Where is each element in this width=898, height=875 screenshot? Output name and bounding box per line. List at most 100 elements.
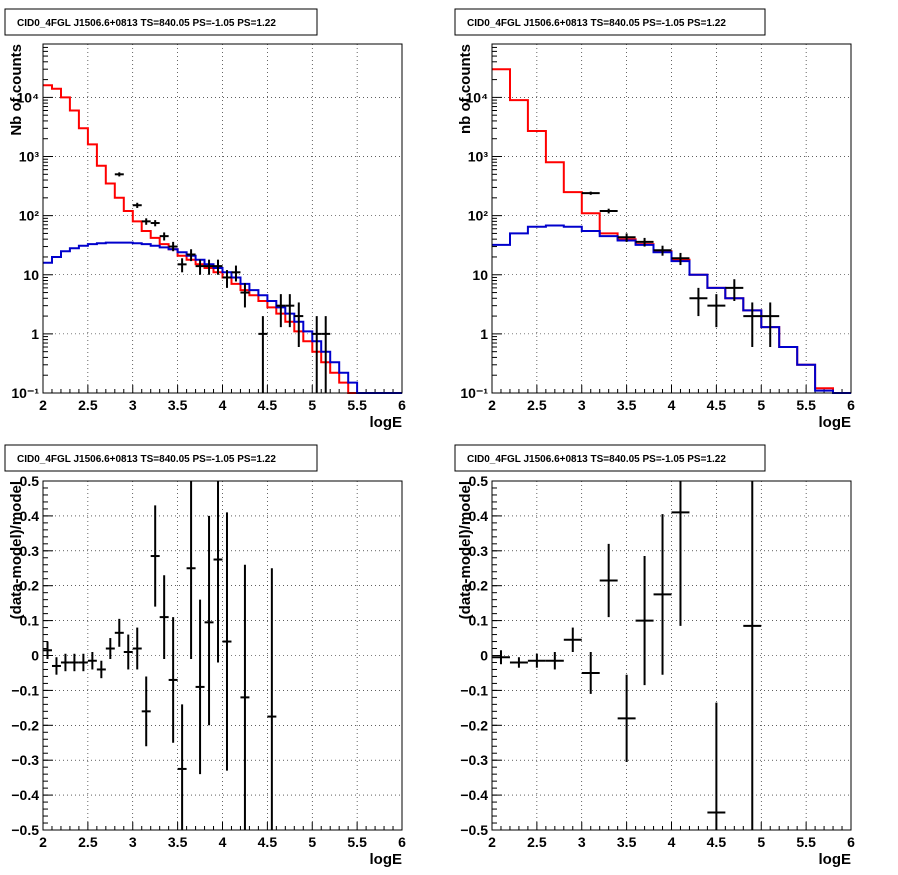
- plot-frame: [42, 480, 403, 831]
- data-point: [60, 653, 70, 672]
- data-point: [204, 515, 214, 726]
- x-tick-label: 4.5: [258, 834, 278, 850]
- chart-panel-4: CID0_4FGL J1506.6+0813 TS=840.05 PS=-1.0…: [454, 444, 855, 868]
- x-tick-label: 2: [39, 834, 47, 850]
- data-point: [114, 618, 124, 647]
- data-point: [123, 634, 133, 670]
- data-point: [653, 245, 672, 256]
- y-tick-label: 10²: [468, 208, 489, 224]
- data-point: [617, 233, 636, 242]
- y-tick-label: 10³: [468, 149, 489, 165]
- data-point: [204, 259, 214, 275]
- y-tick-label: 0.5: [469, 473, 489, 489]
- plot-frame: [491, 480, 852, 831]
- x-tick-label: 5.5: [796, 834, 816, 850]
- x-tick-label: 4: [668, 397, 676, 413]
- plot-frame: [491, 43, 852, 394]
- chart-panel-1: CID0_4FGL J1506.6+0813 TS=840.05 PS=-1.0…: [4, 8, 406, 431]
- data-point: [294, 302, 304, 347]
- x-axis-label: logE: [370, 414, 403, 431]
- x-tick-label: 3: [129, 834, 137, 850]
- y-tick-label: 0.3: [469, 543, 489, 559]
- data-point: [240, 564, 250, 830]
- data-point: [69, 653, 79, 672]
- data-point: [581, 191, 600, 195]
- y-tick-label: 0.4: [469, 508, 489, 524]
- chart-title: CID0_4FGL J1506.6+0813 TS=840.05 PS=-1.0…: [17, 18, 276, 29]
- x-tick-label: 4.5: [707, 834, 727, 850]
- data-point: [761, 302, 780, 347]
- data-point: [492, 650, 510, 665]
- y-tick-label: 10⁴: [466, 89, 489, 105]
- x-tick-label: 4.5: [258, 397, 278, 413]
- data-point: [285, 294, 295, 328]
- x-tick-label: 2: [488, 397, 496, 413]
- chart-panel-2: CID0_4FGL J1506.6+0813 TS=840.05 PS=-1.0…: [454, 8, 855, 431]
- x-tick-label: 2: [39, 397, 47, 413]
- y-tick-label: −0.2: [460, 717, 488, 733]
- x-tick-label: 3: [129, 397, 137, 413]
- data-point: [689, 287, 708, 317]
- y-tick-label: 1: [31, 326, 39, 342]
- data-point: [599, 208, 618, 214]
- y-tick-label: 0.1: [20, 613, 40, 629]
- x-tick-label: 3: [578, 834, 586, 850]
- y-tick-label: −0.3: [11, 752, 39, 768]
- y-tick-label: −0.3: [460, 752, 488, 768]
- title-box: [454, 444, 766, 472]
- x-tick-label: 6: [398, 834, 406, 850]
- data-points: [43, 481, 277, 830]
- y-tick-label: 0: [480, 648, 488, 664]
- x-axis-label: logE: [370, 851, 403, 868]
- plot-area: [42, 43, 403, 394]
- x-tick-label: 2.5: [527, 834, 547, 850]
- data-point: [725, 279, 744, 301]
- data-point: [159, 232, 169, 241]
- x-tick-label: 4: [219, 834, 227, 850]
- x-tick-label: 4: [219, 397, 227, 413]
- y-tick-label: −0.1: [11, 682, 39, 698]
- x-tick-label: 3.5: [617, 834, 637, 850]
- data-point: [141, 218, 151, 225]
- x-tick-label: 3.5: [168, 834, 188, 850]
- data-point: [581, 652, 600, 694]
- x-tick-label: 6: [398, 397, 406, 413]
- data-point: [186, 249, 196, 262]
- title-box: [454, 8, 766, 36]
- data-point: [222, 270, 232, 288]
- y-axis-label: (data-model)/model: [8, 481, 25, 619]
- data-point: [159, 575, 169, 659]
- data-point: [150, 220, 160, 227]
- y-tick-label: 10⁴: [17, 89, 40, 105]
- data-point: [563, 627, 582, 653]
- x-tick-label: 6: [847, 397, 855, 413]
- data-point: [635, 556, 654, 686]
- x-tick-label: 2.5: [527, 397, 547, 413]
- data-point: [78, 653, 88, 672]
- data-point: [671, 252, 690, 266]
- data-point: [671, 481, 690, 626]
- data-points: [492, 481, 762, 830]
- data-point: [743, 481, 762, 830]
- x-tick-label: 5: [757, 397, 765, 413]
- data-point: [617, 674, 636, 762]
- data-point: [195, 599, 205, 775]
- y-tick-label: −0.2: [11, 717, 39, 733]
- title-box: [4, 444, 318, 472]
- y-tick-label: 0.4: [20, 508, 40, 524]
- data-points: [114, 172, 331, 393]
- y-tick-label: 0: [31, 648, 39, 664]
- chart-title: CID0_4FGL J1506.6+0813 TS=840.05 PS=-1.0…: [467, 454, 726, 465]
- chart-title: CID0_4FGL J1506.6+0813 TS=840.05 PS=-1.0…: [467, 18, 726, 29]
- data-point: [240, 283, 250, 308]
- x-tick-label: 2: [488, 834, 496, 850]
- data-point: [599, 543, 618, 618]
- data-point: [43, 641, 52, 659]
- y-tick-label: 10⁻¹: [460, 385, 488, 401]
- data-point: [177, 258, 187, 273]
- y-tick-label: −0.1: [460, 682, 488, 698]
- y-tick-label: 0.2: [469, 578, 489, 594]
- data-point: [168, 617, 178, 743]
- data-point: [87, 652, 97, 670]
